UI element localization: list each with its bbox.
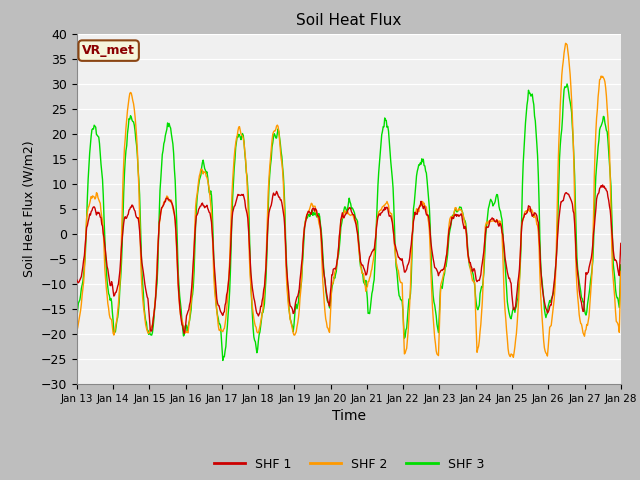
SHF 3 xyxy=(219,358,227,363)
SHF 2 xyxy=(73,326,81,332)
SHF 3 xyxy=(139,279,147,285)
SHF 2 xyxy=(223,307,230,313)
SHF 3 xyxy=(563,81,571,87)
SHF 3 xyxy=(416,162,424,168)
SHF 1 xyxy=(223,289,231,295)
SHF 2 xyxy=(509,354,517,360)
SHF 2 xyxy=(139,295,147,300)
SHF 1 xyxy=(139,264,147,270)
SHF 3 xyxy=(73,315,81,321)
Legend: SHF 1, SHF 2, SHF 3: SHF 1, SHF 2, SHF 3 xyxy=(209,453,489,476)
SHF 3 xyxy=(83,216,90,222)
Title: Soil Heat Flux: Soil Heat Flux xyxy=(296,13,401,28)
SHF 2 xyxy=(617,268,625,274)
SHF 2 xyxy=(431,335,438,340)
SHF 1 xyxy=(83,225,90,230)
SHF 3 xyxy=(194,188,202,194)
SHF 1 xyxy=(599,182,607,188)
SHF 3 xyxy=(223,323,231,329)
SHF 1 xyxy=(617,240,625,246)
Line: SHF 2: SHF 2 xyxy=(77,43,621,357)
SHF 2 xyxy=(415,209,422,215)
SHF 1 xyxy=(431,265,439,271)
X-axis label: Time: Time xyxy=(332,409,366,423)
Line: SHF 1: SHF 1 xyxy=(77,185,621,334)
SHF 3 xyxy=(431,308,439,313)
SHF 1 xyxy=(195,206,202,212)
Line: SHF 3: SHF 3 xyxy=(77,84,621,360)
SHF 2 xyxy=(562,40,570,46)
Y-axis label: Soil Heat Flux (W/m2): Soil Heat Flux (W/m2) xyxy=(22,141,35,277)
Text: VR_met: VR_met xyxy=(82,44,135,57)
SHF 2 xyxy=(194,185,202,191)
SHF 2 xyxy=(83,215,90,221)
SHF 3 xyxy=(617,262,625,268)
SHF 1 xyxy=(73,277,81,283)
SHF 1 xyxy=(180,331,188,336)
SHF 1 xyxy=(416,204,424,210)
